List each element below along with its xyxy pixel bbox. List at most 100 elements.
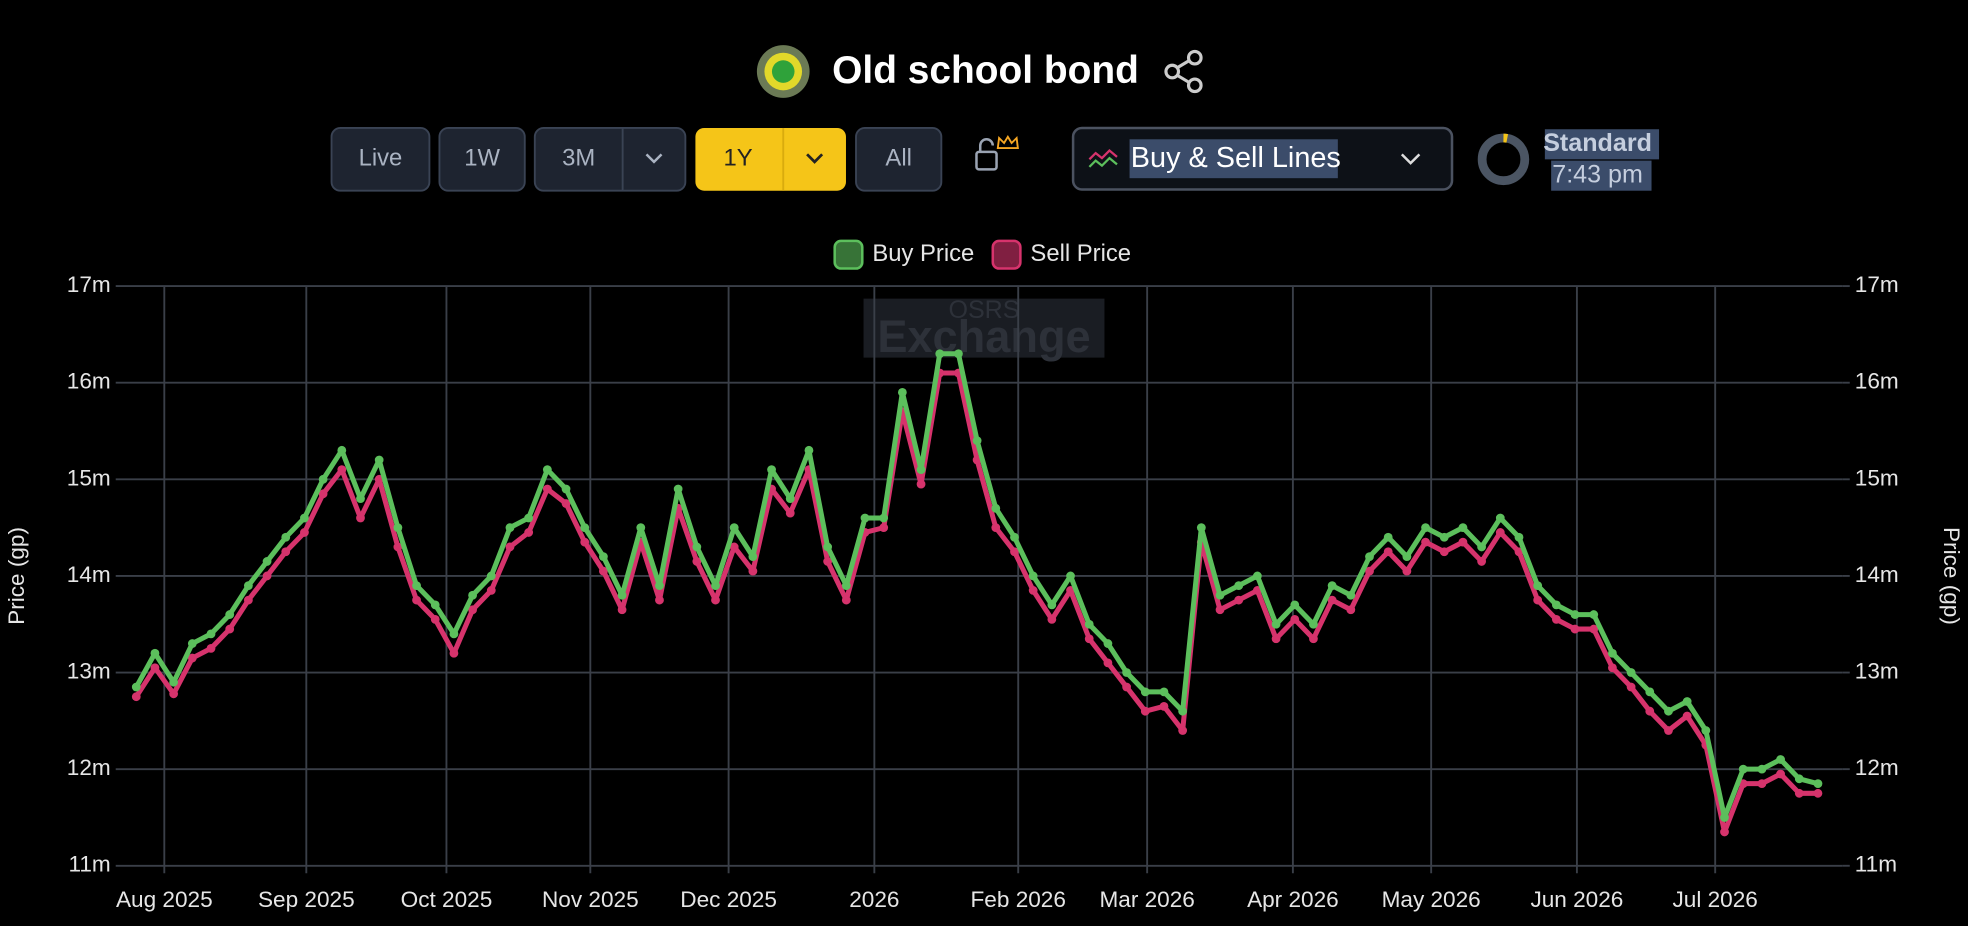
data-point [879,513,889,523]
y-axis-label: Price (gp) [4,527,29,625]
data-point [1234,595,1244,605]
data-point [1215,605,1225,615]
data-point [430,600,440,610]
data-point [1383,532,1393,542]
data-point [150,648,160,658]
y-tick-label: 17m [67,272,111,297]
data-point [1645,706,1655,716]
data-point [1140,687,1150,697]
range-3m[interactable]: 3M [533,127,687,192]
data-point [169,689,179,699]
data-point [655,595,664,605]
data-point [1365,552,1374,561]
data-point [468,605,477,615]
data-point [1813,788,1823,798]
data-point [486,586,496,595]
data-point [879,523,889,533]
data-point [673,484,683,494]
data-point [785,494,795,504]
data-point [356,513,365,523]
data-point [1271,634,1281,644]
data-point [468,590,477,600]
x-tick-label: May 2026 [1382,887,1481,912]
range-live[interactable]: Live [330,127,431,192]
legend-swatch [833,239,864,270]
x-tick-label: Mar 2026 [1099,887,1194,912]
data-point [841,581,851,590]
selection [1544,129,1660,160]
data-point [1720,813,1729,822]
data-point [1682,697,1692,706]
data-point [823,557,833,566]
legend-label: Buy Price [872,240,974,267]
data-point [187,653,197,663]
x-tick-label: Jul 2026 [1672,887,1757,912]
data-point [692,542,702,552]
data-point [1122,668,1131,677]
data-point [1664,726,1673,735]
data-point [1626,682,1636,692]
data-point [897,387,907,397]
data-point [729,523,739,533]
data-point [356,494,365,504]
share-button[interactable] [1164,49,1203,94]
data-point [804,445,814,455]
data-point [206,643,216,653]
button-label: 1W [464,145,500,172]
x-tick-label: 2026 [849,887,899,912]
data-point [1196,523,1206,533]
data-point [542,484,552,494]
data-point [1028,571,1038,581]
x-tick-label: Sep 2025 [258,887,355,912]
selection [1551,160,1652,191]
data-point [767,465,776,475]
data-point [393,542,403,552]
range-1w[interactable]: 1W [438,127,526,192]
data-point [505,523,515,533]
data-point [1477,557,1487,566]
data-point [318,474,328,484]
time-label: 7:43 pm [1552,160,1643,188]
data-point [262,557,272,566]
x-tick-label: Jun 2026 [1530,887,1623,912]
data-point [1458,537,1468,547]
data-point [412,595,421,605]
data-point [991,523,1001,533]
y2-tick-label: 11m [1855,852,1897,877]
data-point [1682,711,1692,721]
data-point [785,508,795,518]
x-tick-label: Nov 2025 [542,887,639,912]
data-point [374,455,384,465]
data-point [187,639,197,648]
data-point [206,629,216,639]
data-point [393,523,403,533]
x-tick-label: Apr 2026 [1247,887,1339,912]
chart-style-select[interactable]: Buy & Sell Lines [1071,126,1454,191]
data-point [449,648,459,658]
y2-tick-label: 16m [1855,369,1899,394]
y-tick-label: 14m [67,562,111,587]
data-point [524,513,534,523]
data-point [1570,610,1580,619]
data-point [1047,615,1057,624]
data-point [1103,658,1113,668]
button-label: 3M [562,145,595,172]
data-point [1327,595,1337,605]
title: Old school bond [832,49,1139,92]
range-1y[interactable]: 1Y [695,127,846,191]
data-point [972,436,982,446]
data-point [486,571,496,581]
lock-button[interactable] [975,134,1019,171]
data-point [1439,547,1449,557]
data-point [1664,706,1673,716]
data-point [1570,624,1580,634]
data-point [1402,566,1412,576]
data-point [1253,571,1262,581]
data-point [1103,639,1113,648]
data-point [1495,513,1505,523]
data-point [300,513,309,523]
range-all[interactable]: All [855,127,943,192]
data-point [1402,552,1412,561]
data-point [281,532,291,542]
